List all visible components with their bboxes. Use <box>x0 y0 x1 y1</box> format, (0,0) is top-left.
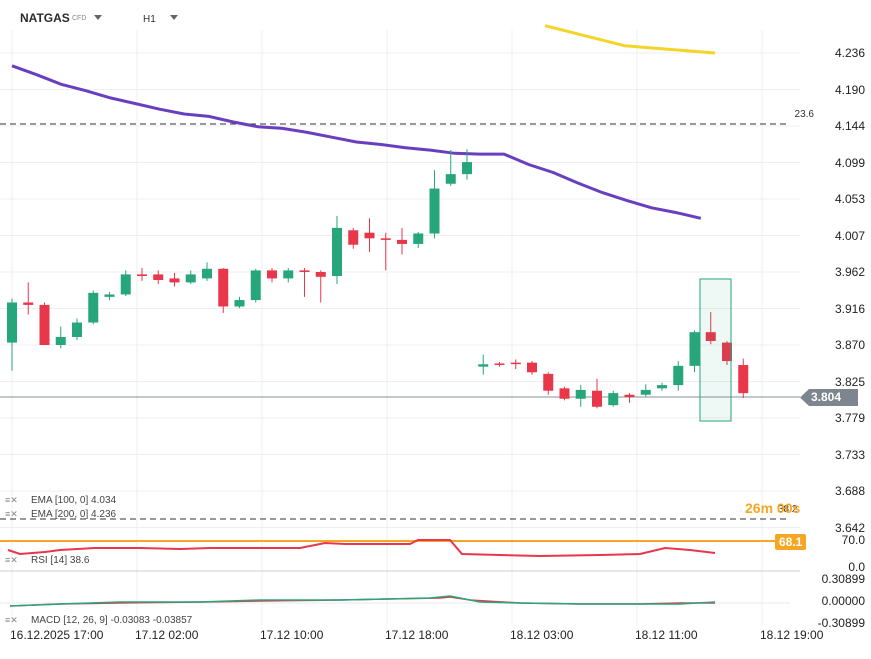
time-tick-label: 18.12 03:00 <box>510 628 574 642</box>
candle-bull <box>104 294 115 297</box>
candle-bull <box>202 268 212 279</box>
candle-bull <box>478 364 489 367</box>
price-tick-label: 4.099 <box>834 155 865 170</box>
candle-bear <box>543 373 554 391</box>
candle-bear <box>527 362 537 373</box>
price-tick-label: 3.733 <box>834 447 865 462</box>
instrument-type: CFD <box>72 15 87 22</box>
candle-bull <box>250 270 261 301</box>
price-tick-label: 4.190 <box>834 82 865 97</box>
candle-bear <box>39 304 50 345</box>
timeframe-selector[interactable]: H1 <box>143 14 156 25</box>
candle-bear <box>315 272 326 277</box>
ema100-line <box>11 64 702 220</box>
rsi-settings-icon[interactable]: ≡✕ <box>5 555 18 565</box>
ema200-label: EMA [200, 0] 4.236 <box>31 509 117 520</box>
candle-bull <box>575 389 586 399</box>
candle-bull <box>640 389 651 395</box>
candle-bear <box>364 232 375 239</box>
candle-bull <box>185 274 196 283</box>
current-price-badge: 3.804 <box>800 389 858 406</box>
highlight-box <box>699 278 732 422</box>
candle-bull <box>72 322 82 337</box>
ema100-settings-icon[interactable]: ≡✕ <box>5 495 18 505</box>
candle-bear <box>592 390 602 407</box>
candles <box>7 149 749 409</box>
price-tick-label: 3.642 <box>834 520 865 535</box>
candle-countdown: 26m 00s <box>745 500 801 516</box>
macd-label: MACD [12, 26, 9] -0.03083 -0.03857 <box>31 615 193 626</box>
symbol-dropdown-icon[interactable] <box>94 15 102 20</box>
fibo-label-lower: 38.2 <box>778 504 798 515</box>
candle-bear <box>494 363 505 365</box>
rsi-tick-0: 0.0 <box>848 560 865 574</box>
candle-bear <box>722 342 732 362</box>
time-tick-label: 18.12 11:00 <box>635 628 698 642</box>
macd-settings-icon[interactable]: ≡✕ <box>5 615 18 625</box>
price-tick-label: 3.962 <box>834 265 865 279</box>
candle-bear <box>559 388 570 399</box>
rsi-label: RSI [14] 38.6 <box>31 555 90 566</box>
ema200-line <box>544 24 716 55</box>
candle-bear <box>169 278 180 283</box>
symbol-name[interactable]: NATGAS <box>20 11 70 25</box>
candle-bear <box>267 270 277 279</box>
price-tick-label: 4.144 <box>834 119 865 133</box>
candle-bear <box>153 274 164 281</box>
candle-bear <box>299 270 310 272</box>
candle-bull <box>689 332 700 366</box>
macd-line <box>9 595 716 607</box>
candle-bull <box>332 227 342 277</box>
ema200-settings-icon[interactable]: ≡✕ <box>5 509 18 519</box>
grid-lines <box>0 30 800 625</box>
candle-bear <box>624 394 635 398</box>
timeframe-dropdown-icon[interactable] <box>170 15 178 20</box>
time-tick-label: 17.12 02:00 <box>135 628 199 642</box>
rsi-tick-70: 70.0 <box>841 533 865 547</box>
candle-bull <box>429 188 440 234</box>
time-tick-label: 16.12.2025 17:00 <box>10 628 104 642</box>
candle-bull <box>283 270 294 279</box>
candle-bull <box>120 274 131 295</box>
candle-bull <box>88 292 99 323</box>
time-tick-label: 17.12 18:00 <box>385 628 449 642</box>
price-tick-label: 4.007 <box>834 228 865 243</box>
candle-bear <box>738 365 749 394</box>
candle-bull <box>445 174 456 184</box>
candle-bear <box>218 268 229 307</box>
macd-tick-bottom: -0.30899 <box>817 616 865 630</box>
price-tick-label: 4.236 <box>834 46 865 60</box>
candle-bull <box>462 162 472 175</box>
fibo-label-upper: 23.6 <box>794 109 814 120</box>
price-tick-label: 3.916 <box>834 301 865 316</box>
macd-tick-top: 0.30899 <box>821 572 865 586</box>
candle-bear <box>348 230 359 245</box>
candle-bear <box>510 362 521 365</box>
candle-bull <box>234 300 245 307</box>
time-tick-label: 18.12 19:00 <box>760 628 824 642</box>
ema100-label: EMA [100, 0] 4.034 <box>31 495 117 506</box>
price-tick-label: 4.053 <box>834 192 865 206</box>
candle-bear <box>397 239 407 244</box>
price-tick-label: 3.688 <box>834 484 865 498</box>
candle-bull <box>657 385 667 389</box>
candle-bull <box>608 393 619 406</box>
candle-bear <box>380 238 391 240</box>
macd-tick-zero: 0.00000 <box>821 594 865 608</box>
rsi-level-badge: 68.1 <box>775 534 807 550</box>
candle-bear <box>705 332 716 341</box>
candle-bull <box>7 302 17 343</box>
price-tick-label: 3.825 <box>834 374 865 389</box>
candle-bull <box>673 365 684 386</box>
price-tick-label: 3.870 <box>834 338 865 352</box>
candle-bear <box>137 274 147 277</box>
time-tick-label: 17.12 10:00 <box>260 628 324 642</box>
price-tick-label: 3.779 <box>834 411 865 425</box>
candle-bear <box>23 302 34 305</box>
candle-bull <box>413 233 424 244</box>
candle-bull <box>55 336 66 345</box>
rsi-line <box>7 539 716 558</box>
